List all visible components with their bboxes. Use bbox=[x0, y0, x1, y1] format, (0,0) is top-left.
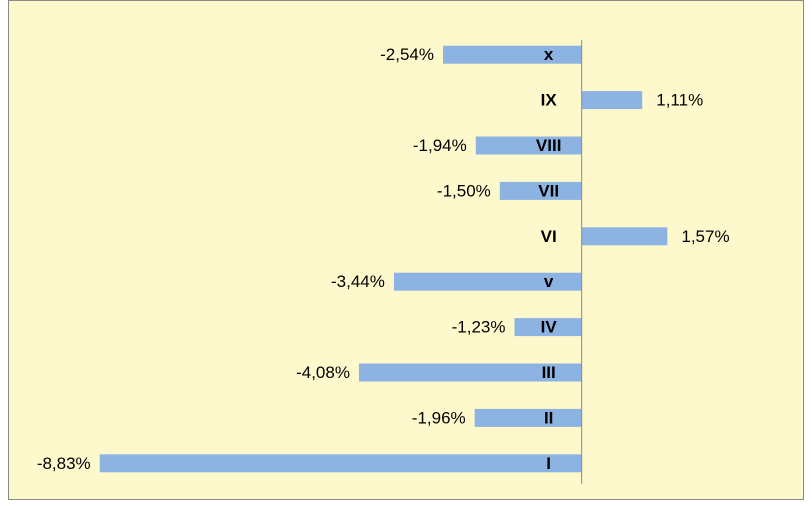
category-label: VIII bbox=[536, 136, 562, 155]
category-label: III bbox=[542, 363, 556, 382]
value-label: 1,57% bbox=[681, 227, 729, 246]
category-label: IX bbox=[541, 91, 558, 110]
value-label: -2,54% bbox=[380, 45, 434, 64]
chart-area bbox=[8, 0, 804, 500]
bar bbox=[475, 136, 582, 155]
bar bbox=[474, 408, 582, 427]
value-label: -4,08% bbox=[296, 363, 350, 382]
bar bbox=[393, 272, 582, 291]
value-label: -1,23% bbox=[452, 318, 506, 337]
value-label: -1,94% bbox=[413, 136, 467, 155]
bar bbox=[581, 91, 643, 110]
value-label: -8,83% bbox=[37, 454, 91, 473]
category-label: VI bbox=[541, 227, 557, 246]
category-label: v bbox=[544, 272, 554, 291]
value-label: -3,44% bbox=[331, 272, 385, 291]
bar bbox=[499, 181, 582, 200]
value-label: -1,96% bbox=[412, 408, 466, 427]
bar bbox=[514, 318, 582, 337]
bar bbox=[581, 227, 668, 246]
category-label: IV bbox=[541, 318, 558, 337]
value-label: 1,11% bbox=[656, 91, 703, 110]
category-label: I bbox=[546, 454, 551, 473]
bar bbox=[358, 363, 582, 382]
category-label: II bbox=[544, 408, 553, 427]
category-label: VII bbox=[538, 181, 559, 200]
category-label: x bbox=[544, 45, 554, 64]
value-label: -1,50% bbox=[437, 181, 491, 200]
bar bbox=[99, 454, 582, 473]
bar bbox=[443, 45, 582, 64]
